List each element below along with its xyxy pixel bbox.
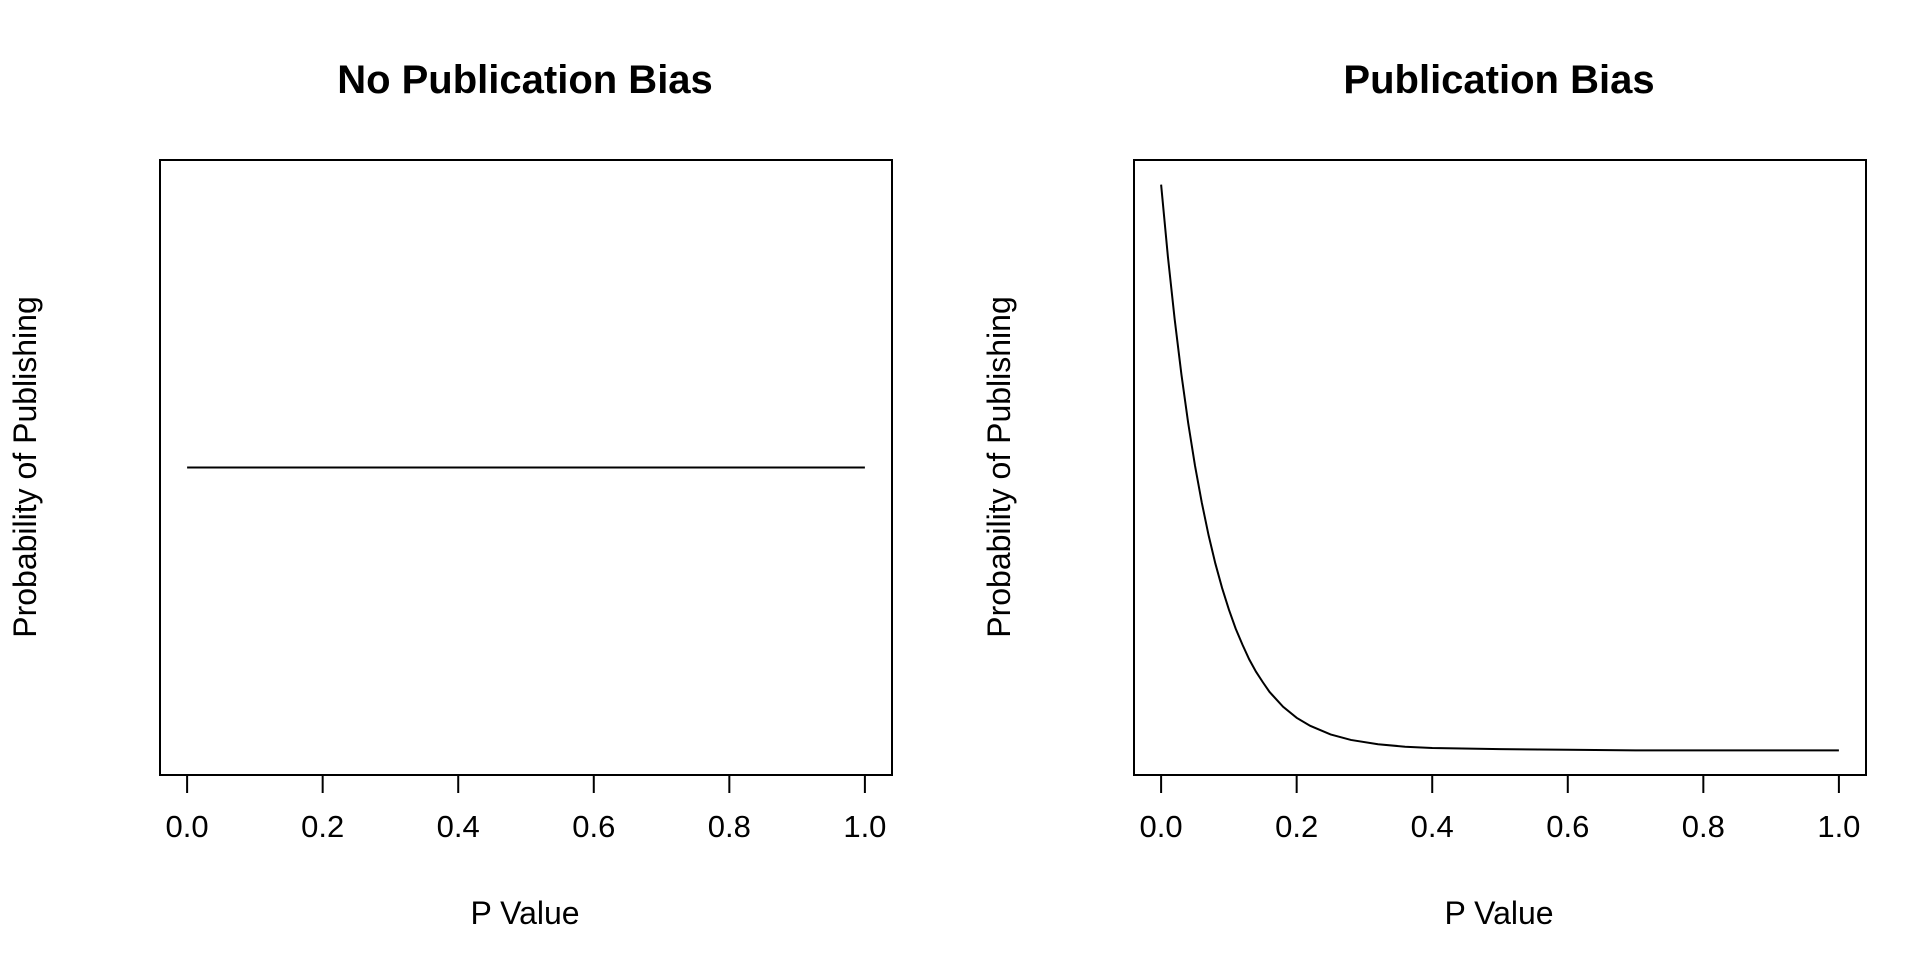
x-axis: 0.0 0.2 0.4 0.6 0.8 1.0 <box>166 774 886 844</box>
x-tick-label: 0.2 <box>301 809 344 844</box>
x-axis-label: P Value <box>470 895 579 931</box>
x-tick-label: 0.8 <box>708 809 751 844</box>
x-tick-label: 0.0 <box>166 809 209 844</box>
x-tick-label: 0.4 <box>1411 809 1454 844</box>
series-line <box>1160 184 1839 752</box>
chart-title: No Publication Bias <box>337 58 713 102</box>
x-tick-label: 0.6 <box>572 809 615 844</box>
x-tick-label: 1.0 <box>843 809 886 844</box>
x-tick-label: 0.0 <box>1140 809 1183 844</box>
y-axis-label: Probability of Publishing <box>7 296 43 638</box>
x-tick-label: 0.2 <box>1275 809 1318 844</box>
x-axis-label: P Value <box>1444 895 1553 931</box>
x-tick-label: 0.8 <box>1682 809 1725 844</box>
x-tick-label: 0.6 <box>1546 809 1589 844</box>
x-axis: 0.0 0.2 0.4 0.6 0.8 1.0 <box>1140 774 1860 844</box>
y-axis-label: Probability of Publishing <box>981 296 1017 638</box>
panel-publication-bias: Publication Bias 0.0 0.2 0.4 0.6 0.8 1.0 P Va… <box>981 58 1867 931</box>
plot-frame <box>1133 159 1867 776</box>
panel-no-publication-bias: No Publication Bias 0.0 0.2 0.4 0.6 0.8 1.0 P… <box>7 58 893 931</box>
x-tick-label: 1.0 <box>1817 809 1860 844</box>
x-tick-label: 0.4 <box>437 809 480 844</box>
chart-title: Publication Bias <box>1343 58 1654 102</box>
